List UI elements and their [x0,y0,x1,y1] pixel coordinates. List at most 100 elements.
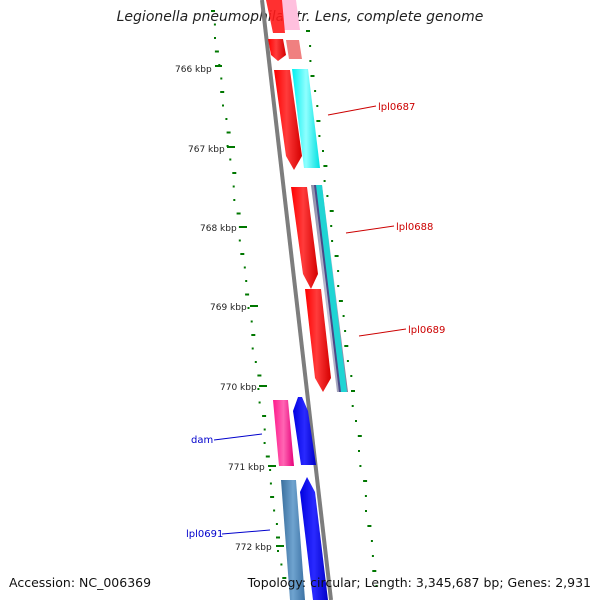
gc-skew-dot [222,104,224,107]
gc-skew-dot [337,270,340,272]
gene-arrow-lpl0688 [291,187,318,289]
gene-arrow-lpl0687 [274,70,302,170]
gc-skew-dot [226,131,231,134]
cog-block-pink-dam [273,400,294,466]
gc-skew-dot [232,172,237,174]
gene-label-dam: dam [191,435,213,446]
gc-skew-dot [355,420,357,422]
map-title: Legionella pneumophila str. Lens, comple… [116,9,484,25]
genome-summary-text: Topology: circular; Length: 3,345,687 bp… [247,575,591,590]
gc-skew-dot [220,91,225,93]
gc-skew-dot [323,180,326,182]
gc-skew-dot [243,266,246,269]
gc-skew-dot [344,330,347,332]
gc-skew-dot [263,428,266,431]
callout-line-lpl0689 [358,328,407,337]
gc-skew-dot [273,509,276,512]
ruler-labels: 766 kbp 767 kbp 768 kbp 769 kbp 770 kbp … [175,65,272,553]
gc-skew-dot [342,315,345,317]
ruler-label-771: 771 kbp [228,463,265,473]
gc-skew-dot [265,455,270,458]
gc-skew-dot [329,210,334,212]
gc-skew-dot [310,75,315,77]
gc-skew-dot [214,50,219,53]
gc-skew-dot [276,536,280,539]
gc-skew-dot [370,540,373,542]
gc-skew-dot [262,415,267,417]
gc-skew-dot [331,240,334,242]
gc-skew-dot [338,300,343,302]
gc-skew-dot [229,158,232,161]
cog-block-cyan-1 [292,69,320,168]
cog-block-steel-lpl0691 [281,480,305,600]
feature-fragment-pink-top [280,0,300,30]
gc-skew-dot [258,401,261,404]
gene-label-lpl0687: lpl0687 [378,102,415,113]
gc-skew-dot [318,135,321,137]
gc-skew-dot [232,185,235,188]
gc-skew-dot [363,480,368,482]
gc-skew-dot [358,450,360,452]
gc-skew-dot [364,495,367,497]
gc-skew-dots-right [306,30,378,587]
cog-block-cyan-2 [316,185,347,392]
gc-skew-dot [326,195,329,197]
gc-skew-dot [337,285,340,287]
gc-skew-dot [330,225,333,227]
gc-skew-dot [367,525,372,527]
gc-skew-dot [251,347,254,350]
ruler-label-769: 769 kbp [210,303,247,313]
gc-skew-dot [236,212,241,215]
gc-skew-dot [309,60,312,62]
gc-skew-dot [375,585,378,587]
gc-skew-dot [251,334,256,336]
gc-skew-dot [220,77,223,80]
gc-skew-dot [254,361,257,363]
gc-skew-dot [322,150,324,152]
ruler-label-768: 768 kbp [200,224,237,234]
gc-skew-dot [250,320,253,323]
gc-skew-dot [245,293,250,296]
gc-skew-dot [277,550,279,552]
ruler-label-770: 770 kbp [220,383,257,393]
gc-skew-dot [225,118,228,120]
gc-skew-dot [257,374,262,377]
gene-labels: lpl0687 lpl0688 lpl0689 dam lpl0691 [186,102,445,540]
gc-skew-dot [323,165,328,167]
feature-fragment-red-top [266,0,285,33]
callout-line-lpl0687 [327,105,377,116]
gc-skew-dot [350,375,353,377]
gc-skew-dot [211,10,215,12]
gc-skew-dot [344,345,349,347]
gc-skew-dot [257,388,260,390]
ruler-ticks [215,65,284,547]
gene-label-lpl0688: lpl0688 [396,222,433,233]
gc-skew-dot [309,45,312,47]
gc-skew-dot [351,405,354,407]
gc-skew-dot [238,239,241,242]
gc-skew-dot [240,253,245,255]
gc-skew-dot [365,510,367,512]
gc-skew-dot [306,30,310,32]
gc-skew-dot [269,482,272,485]
gc-skew-dot [316,120,321,122]
gc-skew-dot [245,280,248,282]
backbone-line [260,0,333,600]
gc-skew-dot [275,523,278,525]
gc-skew-dot [316,105,319,107]
gene-arrow-dam [293,397,316,465]
gene-arrow-lpl0691 [300,477,328,600]
gc-skew-dot [372,570,377,572]
ruler-label-766: 766 kbp [175,65,212,75]
gc-skew-dot [269,469,272,471]
ruler-label-767: 767 kbp [188,145,225,155]
gc-skew-dot [280,563,283,566]
gene-arrow-red-small [268,39,286,61]
gc-skew-dot [357,435,362,437]
gene-arrow-lpl0689 [305,289,331,392]
gc-skew-dots-left [211,10,287,579]
cog-block-salmon [286,40,302,59]
gc-skew-dot [314,90,317,92]
callout-line-dam [213,433,263,441]
